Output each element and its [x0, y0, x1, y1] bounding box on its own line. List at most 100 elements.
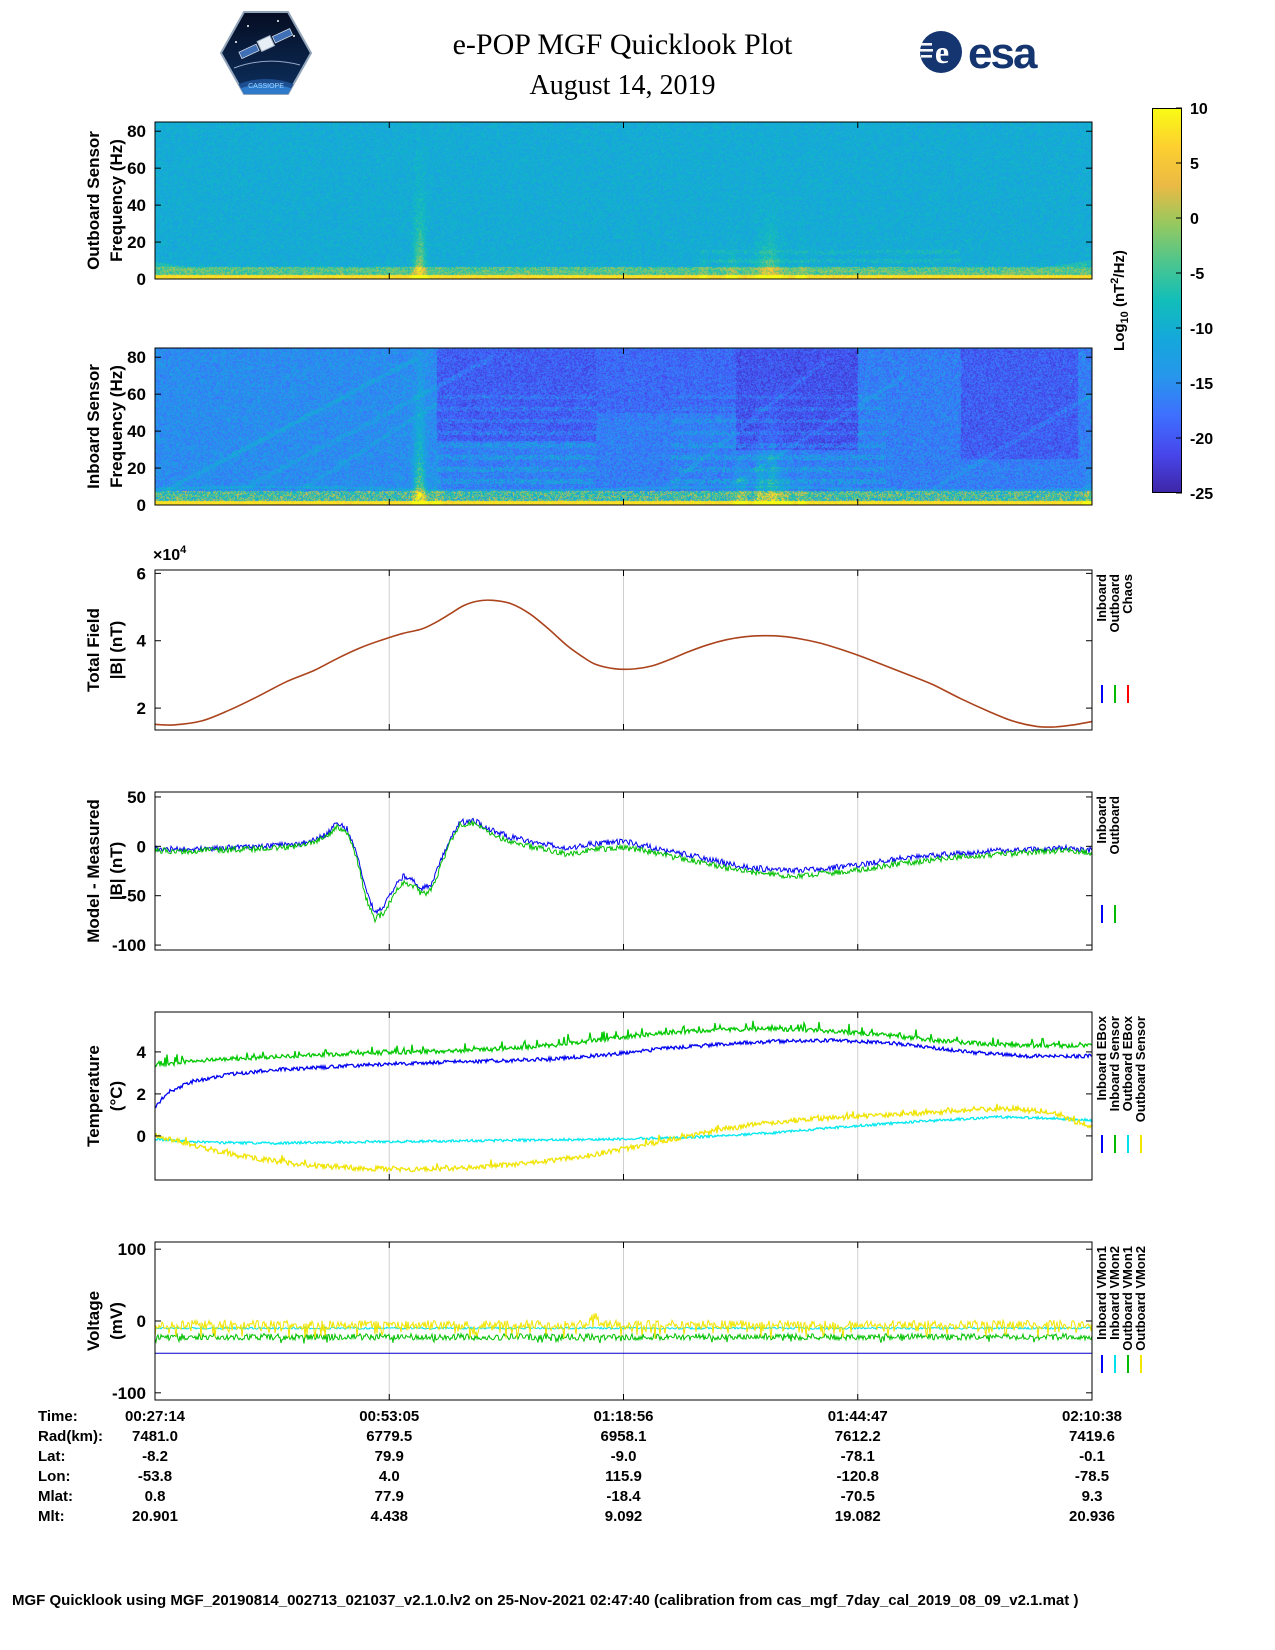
ephem-value: 6958.1	[600, 1428, 647, 1445]
ephem-value: -9.0	[610, 1448, 637, 1465]
legend-label: Inboard	[1094, 796, 1109, 844]
legend-label: Outboard Sensor	[1133, 1016, 1148, 1122]
series-inboard-sensor	[155, 1037, 1092, 1109]
y-tick-label: 6	[137, 564, 146, 583]
legend-label: Inboard EBox	[1094, 1015, 1109, 1100]
series-outboard-ebox	[155, 1114, 1092, 1146]
y-tick-label: 50	[127, 788, 146, 807]
legend-label: Outboard	[1107, 574, 1122, 633]
axes-box	[154, 791, 1093, 951]
ephem-row-label: Time:	[38, 1408, 78, 1425]
ephem-row: Lon: -53.8 4.0 115.9 -120.8 -78.5	[0, 1468, 1275, 1488]
ephem-value: 79.9	[374, 1448, 404, 1465]
legend-label: Outboard VMon2	[1133, 1246, 1148, 1351]
ephem-value: -70.5	[840, 1488, 875, 1505]
ephem-value: 20.936	[1069, 1508, 1115, 1525]
ephem-value: 00:27:14	[124, 1408, 186, 1425]
axes-box	[154, 569, 1093, 731]
panel-ylabel: Temperature	[84, 1045, 103, 1147]
ephem-value: 9.3	[1081, 1488, 1103, 1505]
ephem-row-label: Mlat:	[38, 1488, 73, 1505]
ephem-value: 7419.6	[1069, 1428, 1115, 1445]
panel-ylabel: Model - Measured	[84, 799, 103, 943]
colorbar-tick-label: -10	[1190, 321, 1213, 338]
panel-ylabel: Frequency (Hz)	[107, 139, 126, 262]
ephem-row: Mlat: 0.8 77.9 -18.4 -70.5 9.3	[0, 1488, 1275, 1508]
panel-ylabel: |B| (nT)	[107, 842, 126, 901]
colorbar	[1152, 108, 1182, 493]
ephem-value: 115.9	[605, 1468, 642, 1485]
y-tick-label: -50	[121, 887, 146, 906]
esa-logo: e esa	[920, 29, 1040, 78]
y-tick-label: 60	[127, 159, 146, 178]
ephem-row-label: Lat:	[38, 1448, 66, 1465]
series-inboard-ebox	[155, 1020, 1092, 1068]
panel-total_field: 2 4 6 Total Field |B| (nT) ×104 InboardOutboar…	[84, 544, 1135, 731]
ephem-value: 01:18:56	[593, 1408, 654, 1425]
series-outboard-sensor	[155, 1103, 1092, 1174]
ephem-value: 77.9	[374, 1488, 404, 1505]
y-tick-label: 0	[137, 837, 146, 856]
legend-label: Chaos	[1120, 574, 1135, 614]
y-tick-label: 4	[137, 632, 147, 651]
ephem-value: 4.0	[378, 1468, 400, 1485]
legend-label: Inboard Sensor	[1107, 1016, 1122, 1111]
ephem-value: 00:53:05	[359, 1408, 420, 1425]
y-tick-label: 40	[127, 422, 146, 441]
ephem-value: -0.1	[1079, 1448, 1105, 1465]
y-tick-label: 80	[127, 122, 146, 141]
y-tick-label: 2	[137, 1085, 146, 1104]
y-tick-label: 0	[137, 496, 146, 515]
y-tick-label: 4	[137, 1043, 147, 1062]
y-tick-label: 80	[127, 348, 146, 367]
colorbar-tick-label: 0	[1190, 211, 1199, 228]
panel-ylabel: Frequency (Hz)	[107, 365, 126, 488]
y-tick-label: 40	[127, 196, 146, 215]
y-tick-label: -100	[112, 1384, 146, 1403]
esa-emblem-letter: e	[935, 34, 949, 70]
ephem-value: -78.5	[1074, 1468, 1110, 1485]
panel-ylabel: (mV)	[107, 1302, 126, 1340]
ephem-row: Lat: -8.2 79.9 -9.0 -78.1 -0.1	[0, 1448, 1275, 1468]
y-exponent-label: ×104	[153, 544, 187, 564]
colorbar-tick-label: -5	[1190, 266, 1204, 283]
colorbar-tick-label: -20	[1190, 431, 1213, 448]
ephem-value: 0.8	[144, 1488, 166, 1505]
footer-text: MGF Quicklook using MGF_20190814_002713_…	[12, 1592, 1079, 1609]
legend-label: Inboard	[1094, 574, 1109, 622]
y-tick-label: 0	[137, 1312, 146, 1331]
series-inboard	[155, 817, 1092, 915]
ephem-value: 7481.0	[132, 1428, 178, 1445]
y-tick-label: 60	[127, 385, 146, 404]
ephem-value: -120.8	[836, 1468, 880, 1485]
ephem-row-label: Lon:	[38, 1468, 71, 1485]
ephem-value: 7612.2	[834, 1428, 881, 1445]
page-title: e-POP MGF Quicklook Plot	[452, 28, 793, 61]
ephem-value: 20.901	[132, 1508, 178, 1525]
y-tick-label: 20	[127, 459, 146, 478]
series-outboard	[155, 819, 1092, 924]
inboard-spectrogram	[155, 348, 1092, 505]
colorbar-tick-label: -15	[1190, 376, 1213, 393]
ephem-value: -53.8	[137, 1468, 173, 1485]
legend-label: Inboard VMon1	[1094, 1246, 1109, 1340]
axes-box	[154, 1011, 1093, 1181]
ephem-value: 6779.5	[366, 1428, 413, 1445]
y-tick-label: 2	[137, 699, 146, 718]
colorbar-tick-label: 5	[1190, 156, 1199, 173]
ephem-value: 01:44:47	[827, 1408, 888, 1425]
outboard-spectrogram	[155, 122, 1092, 279]
panel-ylabel: Voltage	[84, 1291, 103, 1351]
legend-label: Inboard VMon2	[1107, 1246, 1122, 1340]
colorbar-tick-label: 10	[1190, 101, 1208, 118]
ephem-value: 19.082	[834, 1508, 881, 1525]
panel-ylabel: |B| (nT)	[107, 621, 126, 680]
series-chaos	[155, 599, 1092, 728]
ephem-row: Time: 00:27:14 00:53:05 01:18:56 01:44:47 02:…	[0, 1408, 1275, 1428]
y-tick-label: 0	[137, 1127, 146, 1146]
ephem-value: -8.2	[142, 1448, 168, 1465]
legend-label: Outboard VMon1	[1120, 1246, 1135, 1351]
ephemeris-table: Time: 00:27:14 00:53:05 01:18:56 01:44:47 02:…	[0, 1408, 1275, 1543]
